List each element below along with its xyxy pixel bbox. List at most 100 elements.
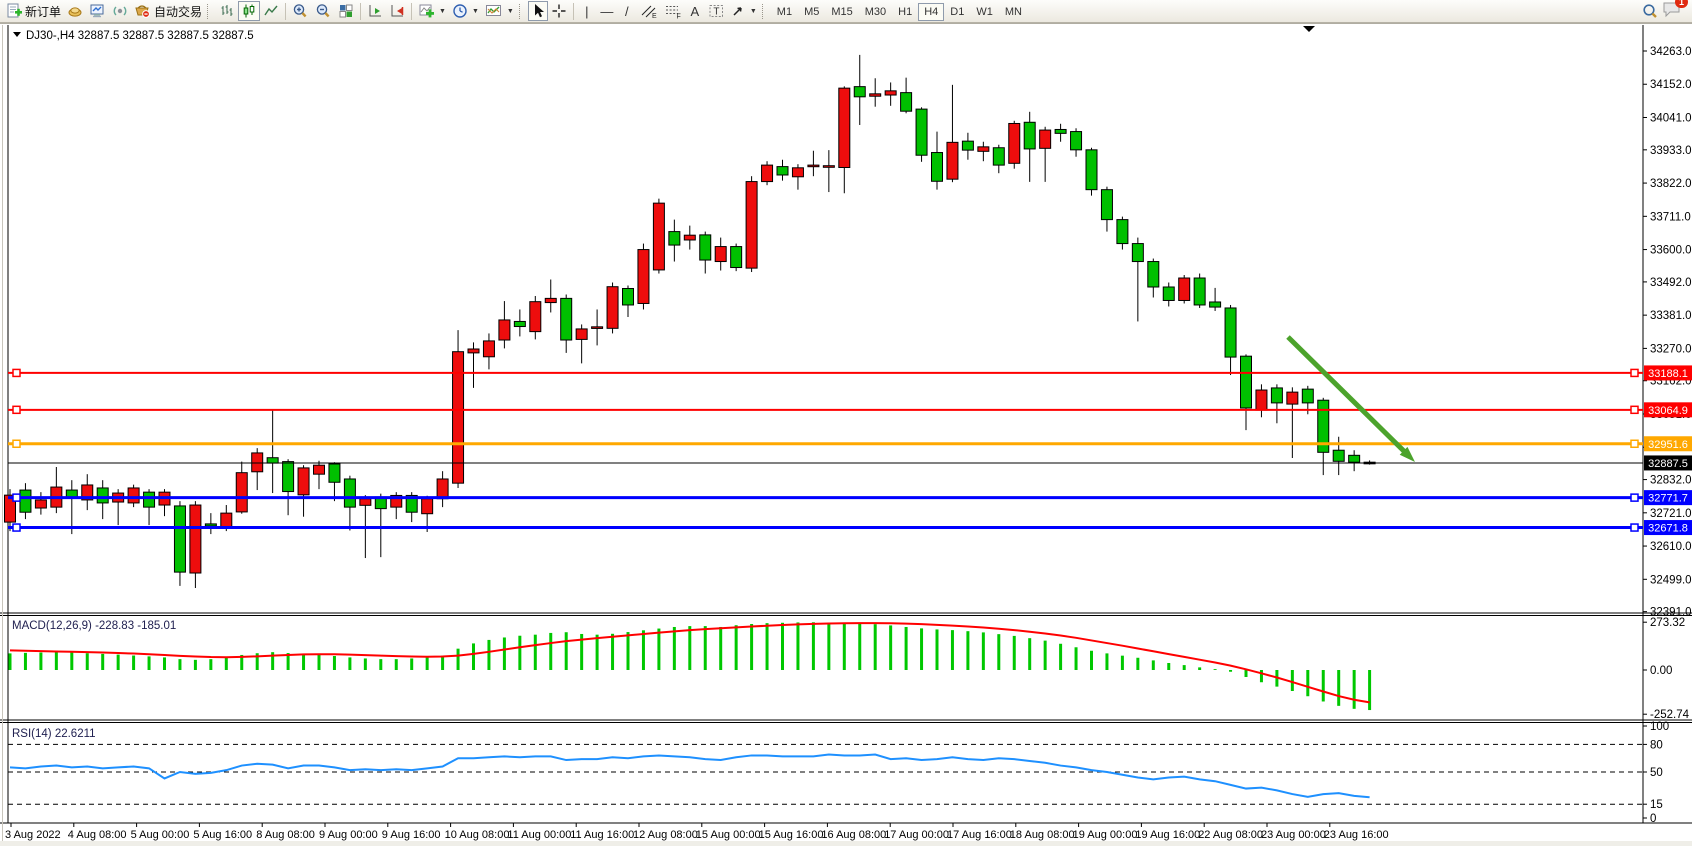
timeframe-H4[interactable]: H4 [918,2,945,21]
text-tool-button[interactable]: A [685,1,705,21]
zoom-in-icon [293,4,307,18]
horizontal-lines[interactable] [8,368,1643,532]
pane-frame [0,23,1692,846]
svg-text:15 Aug 00:00: 15 Aug 00:00 [696,829,761,841]
svg-text:34263.0: 34263.0 [1650,46,1692,58]
zoom-in-button[interactable] [289,1,312,21]
svg-text:10 Aug 08:00: 10 Aug 08:00 [445,829,510,841]
vertical-line-icon: | [585,3,589,19]
rsi-label: RSI(14) 22.6211 [12,728,96,740]
svg-text:50: 50 [1650,767,1663,779]
bar-chart-button[interactable] [216,1,238,21]
svg-text:80: 80 [1650,739,1663,751]
horizontal-line-tool-button[interactable]: — [597,1,617,21]
indicators-button[interactable]: ▼ [415,1,449,21]
dropdown-caret-icon: ▼ [749,7,757,15]
svg-text:33188.1: 33188.1 [1648,368,1688,380]
svg-text:15 Aug 16:00: 15 Aug 16:00 [759,829,824,841]
signals-button[interactable] [109,1,131,21]
trendline-tool-button[interactable]: / [617,1,637,21]
auto-scroll-icon [369,5,382,17]
svg-text:5 Aug 16:00: 5 Aug 16:00 [193,829,252,841]
svg-text:9 Aug 16:00: 9 Aug 16:00 [382,829,441,841]
toolbar-separator [285,2,287,20]
indicators-icon [419,4,435,18]
templates-button[interactable]: ▼ [482,1,517,21]
macd-signal-line [9,622,1370,704]
zoom-out-button[interactable] [312,1,335,21]
publisher-button[interactable] [64,1,86,21]
cursor-button[interactable] [527,1,548,21]
notifications-button[interactable]: 1 [1662,0,1688,23]
candlestick-chart-icon [243,4,255,18]
text-label-icon: T [709,5,723,18]
time-axis[interactable]: 3 Aug 2022 4 Aug 08:00 5 Aug 00:00 5 Aug 16… [5,823,1389,841]
candlestick-chart-button[interactable] [238,1,261,21]
autotrade-icon [135,5,150,18]
terminal-button[interactable] [86,1,109,21]
autotrade-button[interactable]: 自动交易 [131,1,205,21]
timeframe-M15[interactable]: M15 [825,3,858,21]
svg-text:22 Aug 08:00: 22 Aug 08:00 [1198,829,1263,841]
auto-scroll-button[interactable] [364,1,386,21]
price-badges: 33188.1 33064.9 32951.6 32887.5 32771.7 32671… [1644,365,1692,536]
svg-text:12 Aug 08:00: 12 Aug 08:00 [633,829,698,841]
timeframe-MN[interactable]: MN [999,3,1028,21]
timeframe-M5[interactable]: M5 [798,3,825,21]
chart-shift-button[interactable] [386,1,408,21]
svg-text:23 Aug 00:00: 23 Aug 00:00 [1261,829,1326,841]
dropdown-caret-icon: ▼ [506,7,514,15]
arrows-tool-button[interactable]: ▼ [728,1,760,21]
trendline-icon: / [625,3,629,19]
autotrade-label: 自动交易 [154,4,203,19]
scroll-to-end-icon [1303,26,1315,32]
search-button[interactable] [1638,1,1662,21]
text-label-tool-button[interactable]: T [705,1,728,21]
svg-text:15: 15 [1650,799,1663,811]
toolbar-separator [572,2,574,20]
svg-text:18 Aug 08:00: 18 Aug 08:00 [1010,829,1075,841]
timeframe-D1[interactable]: D1 [944,3,970,21]
svg-text:3 Aug 2022: 3 Aug 2022 [5,829,61,841]
timeframe-H1[interactable]: H1 [892,3,918,21]
equidistant-channel-button[interactable]: E [637,1,661,21]
timeframe-W1[interactable]: W1 [970,3,999,21]
timeframe-M1[interactable]: M1 [771,3,798,21]
svg-text:F: F [676,14,680,20]
svg-text:5 Aug 00:00: 5 Aug 00:00 [131,829,190,841]
svg-text:E: E [652,13,657,19]
svg-text:34152.0: 34152.0 [1650,79,1692,91]
crosshair-button[interactable] [548,1,570,21]
timeframe-M30[interactable]: M30 [859,3,892,21]
svg-text:17 Aug 16:00: 17 Aug 16:00 [947,829,1012,841]
svg-text:19 Aug 00:00: 19 Aug 00:00 [1073,829,1138,841]
publisher-icon [68,7,82,17]
svg-text:11 Aug 16:00: 11 Aug 16:00 [570,829,634,841]
crosshair-icon [552,4,566,18]
vertical-line-tool-button[interactable]: | [577,1,597,21]
arrow-tool-icon [733,7,742,16]
cursor-icon [534,4,544,18]
line-chart-button[interactable] [260,1,282,21]
price-badge [1644,520,1692,536]
svg-text:33270.0: 33270.0 [1650,343,1692,355]
dropdown-caret-icon: ▼ [471,7,479,15]
new-order-icon [7,3,22,18]
zoom-out-icon [316,4,330,18]
price-badge [1644,402,1692,418]
fibonacci-tool-button[interactable]: F [661,1,685,21]
svg-text:100: 100 [1650,721,1669,733]
svg-text:32499.0: 32499.0 [1650,574,1692,586]
svg-text:32671.8: 32671.8 [1648,523,1688,535]
tile-windows-button[interactable] [335,1,357,21]
horizontal-line-icon: — [600,3,614,19]
new-order-button[interactable]: 新订单 [3,1,64,21]
periods-button[interactable]: ▼ [449,1,482,21]
trend-arrow[interactable] [1286,335,1415,462]
price-badge [1644,436,1692,452]
svg-text:33711.0: 33711.0 [1650,211,1691,223]
svg-text:34041.0: 34041.0 [1650,112,1692,124]
svg-text:32610.0: 32610.0 [1650,541,1692,553]
